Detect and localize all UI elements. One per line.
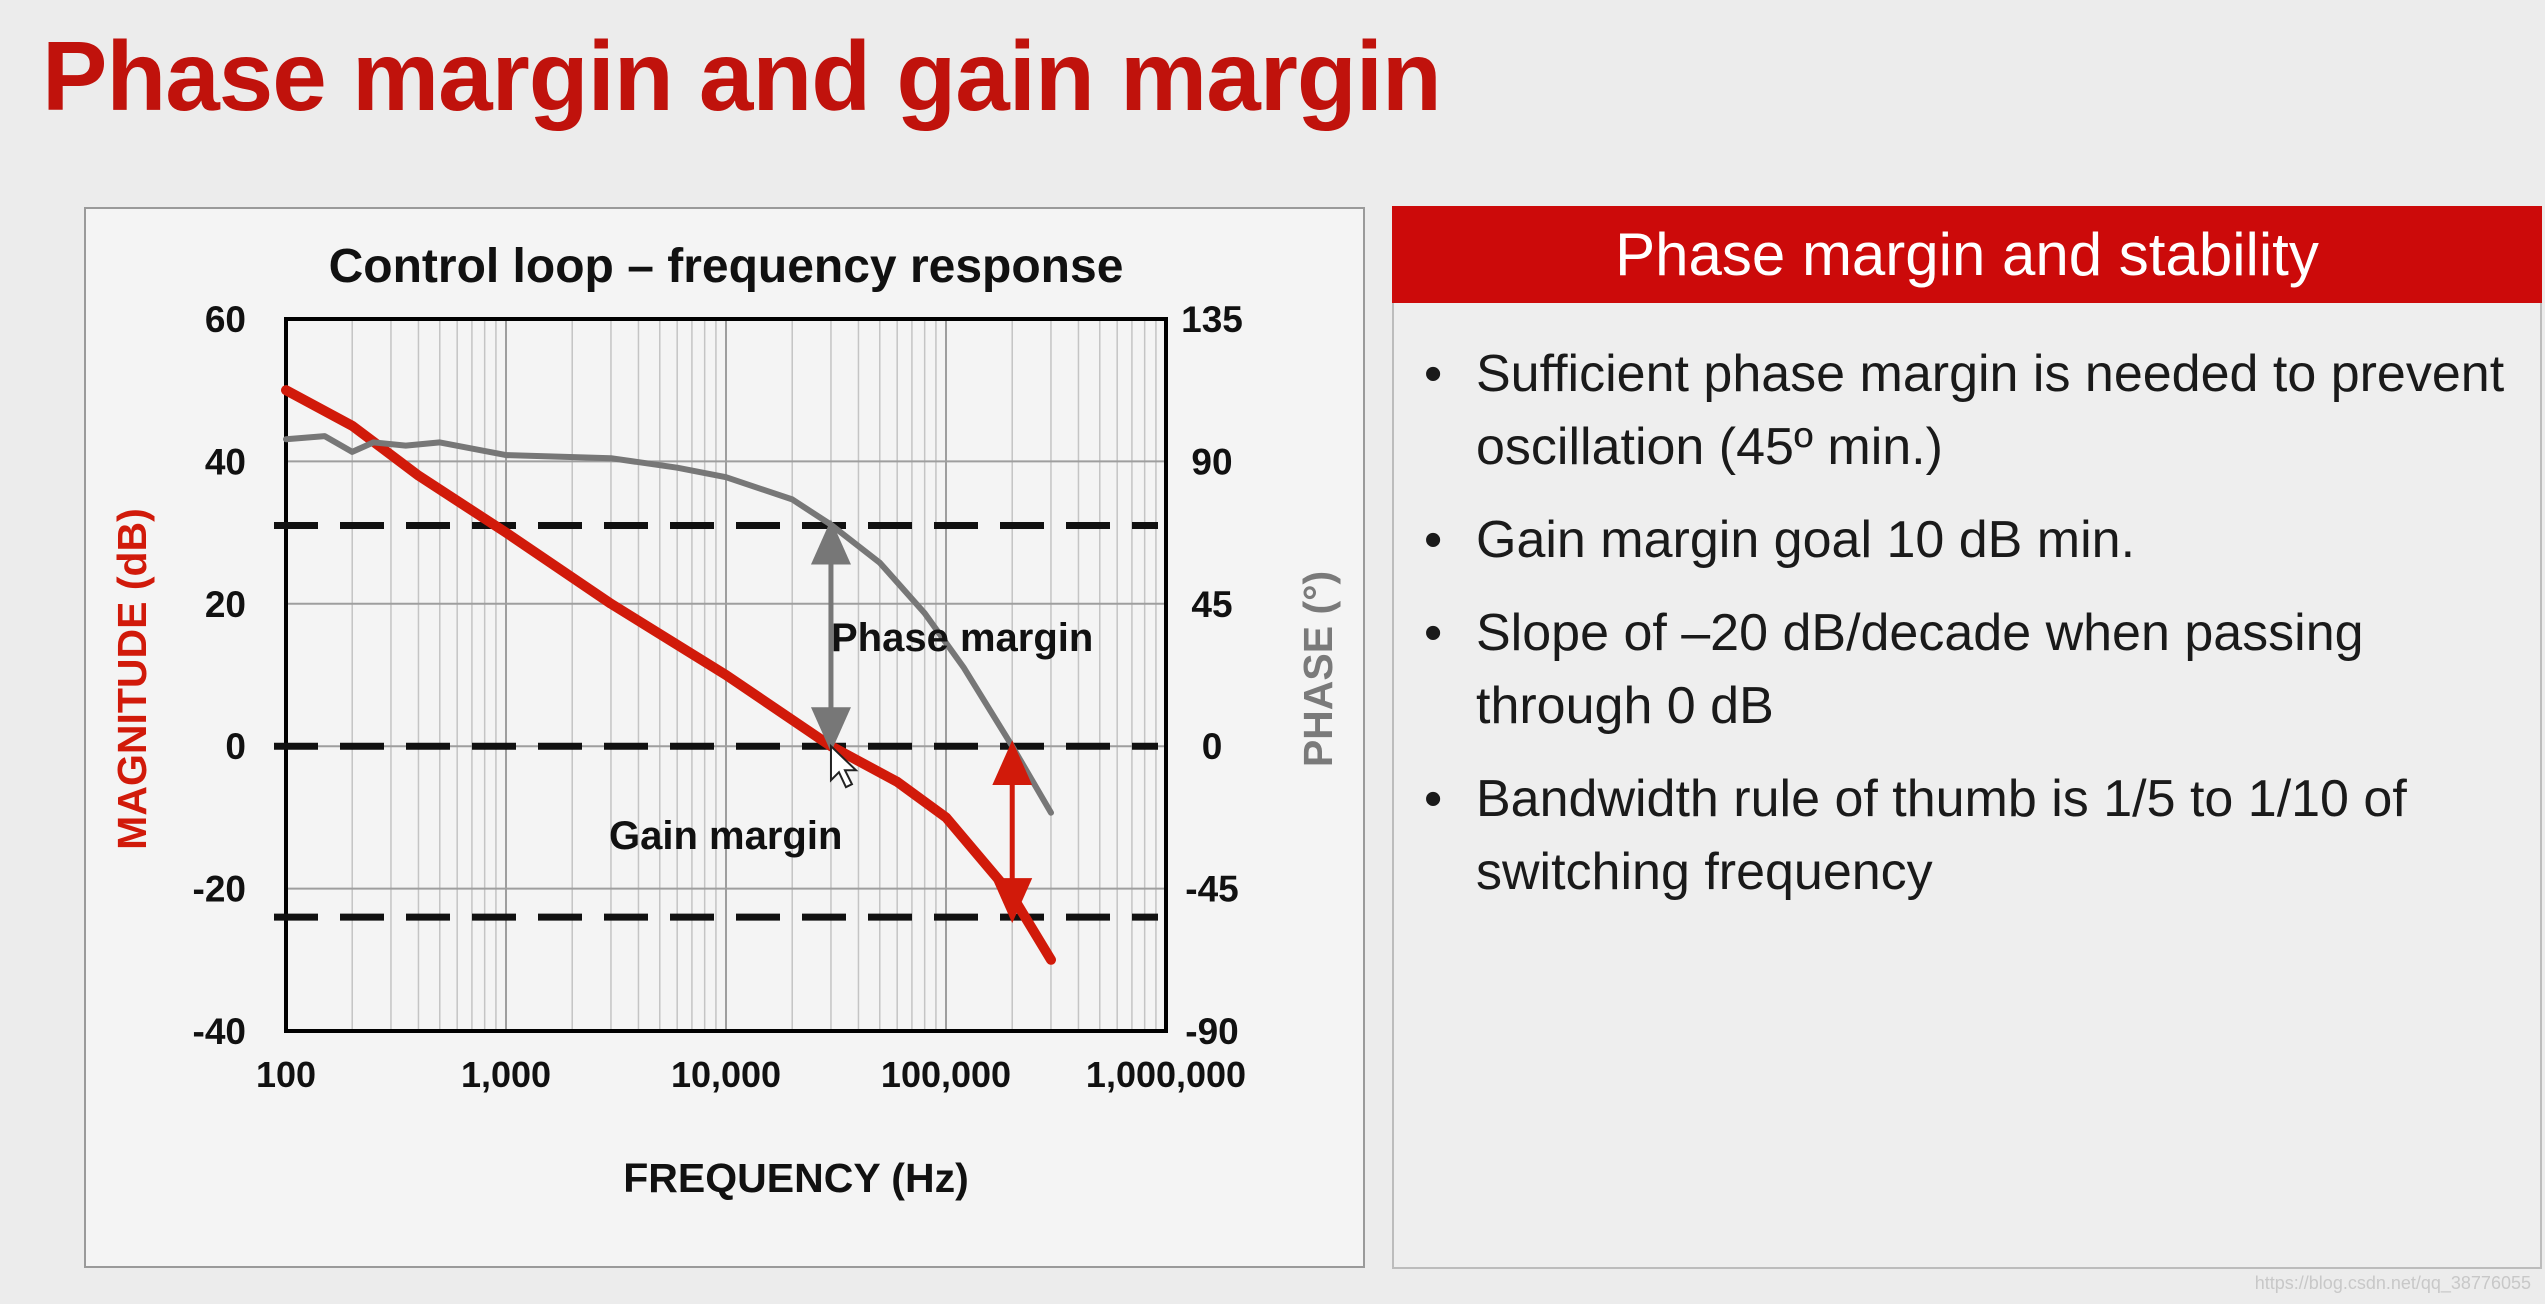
y-tick-label-left: -40	[193, 1011, 246, 1052]
y-tick-label-right: 90	[1191, 441, 1232, 482]
chart-title: Control loop – frequency response	[329, 240, 1124, 293]
x-axis-label: FREQUENCY (Hz)	[623, 1155, 968, 1201]
bullet-text: Gain margin goal 10 dB min.	[1476, 511, 2136, 569]
phase-margin-label: Phase margin	[831, 616, 1093, 660]
y-tick-label-right: 45	[1191, 584, 1232, 625]
x-tick-label: 1,000	[461, 1054, 551, 1095]
y-tick-label-left: 60	[205, 299, 246, 340]
bullet-item: • Slope of –20 dB/decade when passing thr…	[1424, 597, 2520, 743]
bullet-icon: •	[1424, 770, 1443, 828]
slide-title: Phase margin and gain margin	[42, 21, 1442, 131]
y-tick-label-left: 20	[205, 584, 246, 625]
y-tick-label-left: -20	[193, 869, 246, 910]
watermark: https://blog.csdn.net/qq_38776055	[2254, 1273, 2531, 1293]
plot-frame	[284, 317, 1168, 1033]
y-axis-label-left: MAGNITUDE (dB)	[109, 508, 155, 850]
y-tick-label-right: -45	[1185, 869, 1238, 910]
y-axis-label-right: PHASE (°)	[1295, 571, 1341, 767]
y-tick-label-left: 0	[225, 726, 246, 767]
frequency-response-chart: 100 1,000 10,000 100,000 1,000,000 60 40 20 0 -20…	[109, 240, 1341, 1201]
bullet-item: • Gain margin goal 10 dB min.	[1424, 504, 2520, 577]
phase-series-line	[283, 433, 1054, 816]
bullet-text: Sufficient phase margin is needed to pre…	[1476, 345, 2505, 476]
bullet-icon: •	[1424, 511, 1443, 569]
x-tick-label: 10,000	[671, 1054, 781, 1095]
gain-margin-label: Gain margin	[609, 814, 842, 858]
bullet-list: • Sufficient phase margin is needed to pr…	[1424, 338, 2520, 929]
x-tick-label: 100	[256, 1054, 316, 1095]
y-tick-label-left: 40	[205, 441, 246, 482]
bullet-item: • Sufficient phase margin is needed to pr…	[1424, 338, 2520, 484]
y-tick-label-right: 135	[1181, 299, 1243, 340]
mouse-cursor-icon	[829, 743, 859, 789]
x-tick-label: 1,000,000	[1086, 1054, 1246, 1095]
magnitude-series-line	[281, 385, 1056, 965]
bullet-item: • Bandwidth rule of thumb is 1/5 to 1/10 …	[1424, 763, 2520, 909]
bullet-icon: •	[1424, 345, 1443, 403]
chart-panel: 100 1,000 10,000 100,000 1,000,000 60 40 20 0 -20…	[84, 207, 1365, 1268]
bullet-icon: •	[1424, 604, 1443, 662]
panel-header: Phase margin and stability	[1392, 206, 2542, 303]
phase-margin-stability-panel: Phase margin and stability • Sufficient p…	[1392, 206, 2542, 1269]
bullet-text: Bandwidth rule of thumb is 1/5 to 1/10 o…	[1476, 770, 2407, 901]
y-tick-label-right: -90	[1185, 1011, 1238, 1052]
y-tick-label-right: 0	[1202, 726, 1223, 767]
bullet-text: Slope of –20 dB/decade when passing thro…	[1476, 604, 2364, 735]
x-tick-label: 100,000	[881, 1054, 1011, 1095]
